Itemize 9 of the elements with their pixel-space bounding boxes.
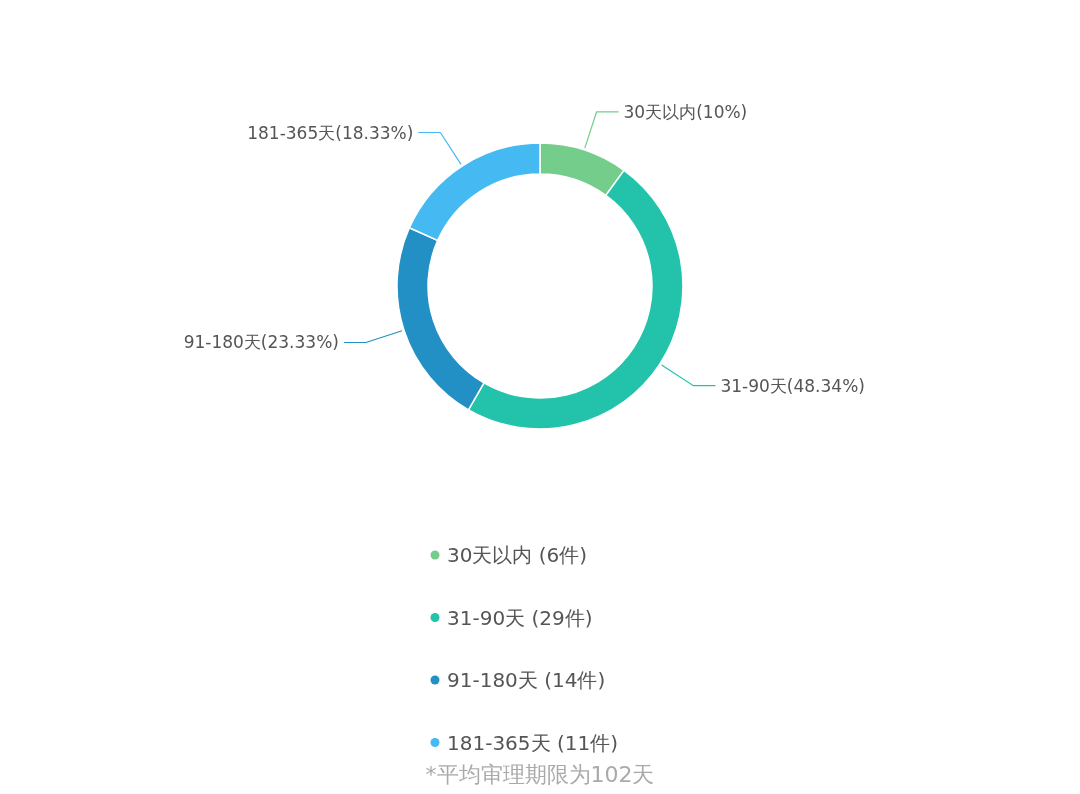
text: *平均审理期限为102天 <box>425 762 655 787</box>
legend-label: 30天以内 (6件) <box>447 543 588 567</box>
legend-label: 91-180天 (14件) <box>447 668 606 692</box>
legend-label: 181-365天 (11件) <box>447 730 618 755</box>
data-label: 31-90天(48.34%) <box>720 375 865 396</box>
data-label: 181-365天(18.33%) <box>247 122 414 143</box>
data-label: 30天以内(10%) <box>623 101 748 122</box>
data-label: 91-180天(23.33%) <box>183 332 339 353</box>
legend-label: 31-90天 (29件) <box>447 605 593 630</box>
